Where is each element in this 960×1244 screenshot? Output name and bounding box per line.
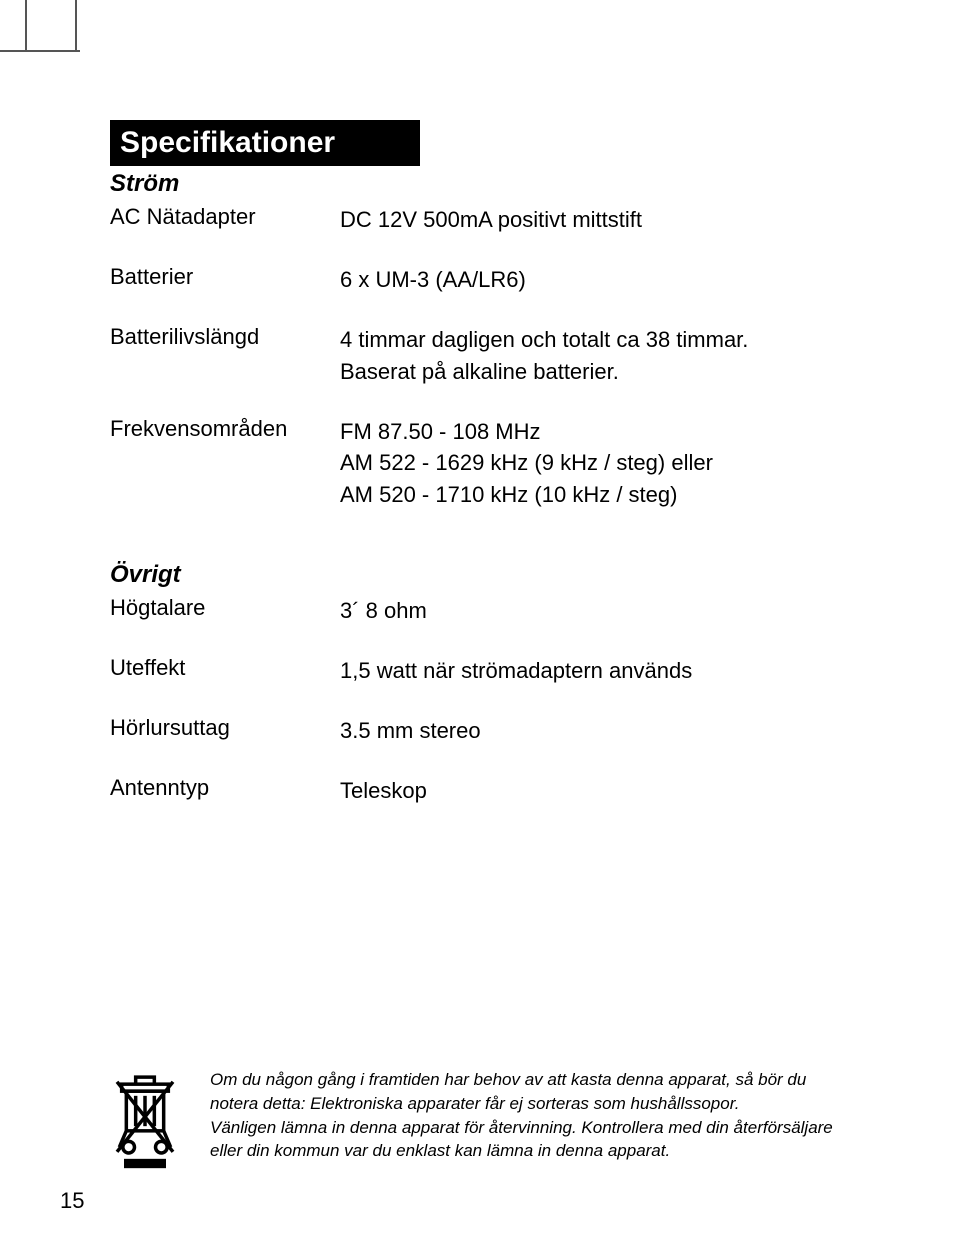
footer-line: eller din kommun var du enklast kan lämn… (210, 1139, 833, 1163)
spec-label: Högtalare (110, 595, 340, 627)
spec-value-line: 4 timmar dagligen och totalt ca 38 timma… (340, 324, 870, 356)
spec-list-power: AC NätadapterDC 12V 500mA positivt mitts… (110, 204, 870, 511)
spec-value-line: DC 12V 500mA positivt mittstift (340, 204, 870, 236)
subsection-power: Ström (110, 170, 870, 198)
spec-value: 3´ 8 ohm (340, 595, 870, 627)
spec-row: Batterier6 x UM-3 (AA/LR6) (110, 264, 870, 296)
subsection-other: Övrigt (110, 561, 870, 589)
spec-value: DC 12V 500mA positivt mittstift (340, 204, 870, 236)
crop-mark-vertical (75, 0, 77, 50)
spec-value-line: 1,5 watt när strömadaptern används (340, 655, 870, 687)
crop-mark-horizontal (0, 50, 80, 52)
spec-value: 6 x UM-3 (AA/LR6) (340, 264, 870, 296)
spec-value-line: 3´ 8 ohm (340, 595, 870, 627)
content-area: Specifikationer Ström AC NätadapterDC 12… (110, 120, 870, 835)
spec-value-line: Baserat på alkaline batterier. (340, 356, 870, 388)
spec-row: Hörlursuttag3.5 mm stereo (110, 715, 870, 747)
spec-value-line: AM 520 - 1710 kHz (10 kHz / steg) (340, 479, 870, 511)
spec-value: 1,5 watt när strömadaptern används (340, 655, 870, 687)
spec-row: Uteffekt1,5 watt när strömadaptern använ… (110, 655, 870, 687)
spec-label: Hörlursuttag (110, 715, 340, 747)
spec-value-line: FM 87.50 - 108 MHz (340, 416, 870, 448)
spec-value-line: Teleskop (340, 775, 870, 807)
footer-line: Om du någon gång i framtiden har behov a… (210, 1068, 833, 1092)
page-number: 15 (60, 1188, 84, 1214)
spec-label: Antenntyp (110, 775, 340, 807)
spec-row: Högtalare3´ 8 ohm (110, 595, 870, 627)
footer-block: Om du någon gång i framtiden har behov a… (110, 1068, 890, 1174)
spec-label: AC Nätadapter (110, 204, 340, 236)
weee-bin-icon (110, 1074, 190, 1174)
spec-value-line: 6 x UM-3 (AA/LR6) (340, 264, 870, 296)
spec-label: Uteffekt (110, 655, 340, 687)
footer-line: notera detta: Elektroniska apparater får… (210, 1092, 833, 1116)
footer-line: Vänligen lämna in denna apparat för åter… (210, 1116, 833, 1140)
spec-value: 4 timmar dagligen och totalt ca 38 timma… (340, 324, 870, 388)
spec-row: Batterilivslängd4 timmar dagligen och to… (110, 324, 870, 388)
spec-label: Frekvensområden (110, 416, 340, 512)
spec-value: 3.5 mm stereo (340, 715, 870, 747)
spec-value: Teleskop (340, 775, 870, 807)
spec-value-line: 3.5 mm stereo (340, 715, 870, 747)
spec-label: Batterier (110, 264, 340, 296)
footer-text: Om du någon gång i framtiden har behov a… (210, 1068, 833, 1163)
spec-row: AC NätadapterDC 12V 500mA positivt mitts… (110, 204, 870, 236)
spec-label: Batterilivslängd (110, 324, 340, 388)
page: Specifikationer Ström AC NätadapterDC 12… (0, 0, 960, 1244)
section-title: Specifikationer (110, 120, 420, 166)
spec-row: FrekvensområdenFM 87.50 - 108 MHzAM 522 … (110, 416, 870, 512)
spec-value-line: AM 522 - 1629 kHz (9 kHz / steg) eller (340, 447, 870, 479)
spec-list-other: Högtalare3´ 8 ohmUteffekt1,5 watt när st… (110, 595, 870, 807)
spec-row: AntenntypTeleskop (110, 775, 870, 807)
spec-value: FM 87.50 - 108 MHzAM 522 - 1629 kHz (9 k… (340, 416, 870, 512)
crop-mark-vertical (25, 0, 27, 50)
